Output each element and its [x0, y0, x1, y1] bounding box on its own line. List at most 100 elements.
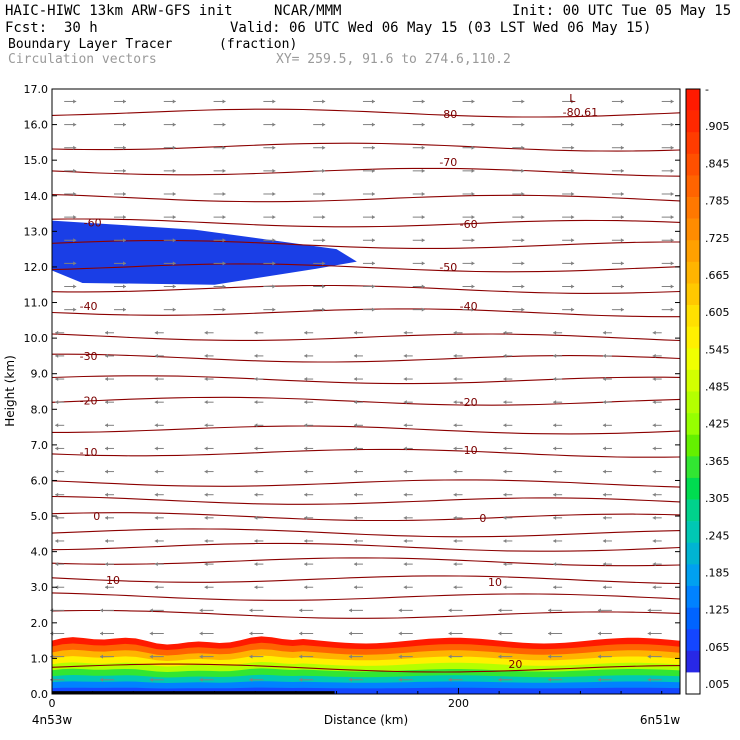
- vector-head: [304, 446, 308, 451]
- vector-head: [453, 446, 457, 451]
- vector-head: [304, 492, 308, 497]
- vector-head: [172, 261, 176, 266]
- vector-head: [453, 423, 457, 428]
- vector-head: [471, 238, 475, 243]
- vector-head: [371, 284, 375, 289]
- vector-head: [652, 377, 656, 382]
- vector-head: [503, 330, 507, 335]
- x-tick-label: 0: [49, 697, 56, 710]
- vector-head: [421, 284, 425, 289]
- vector-head: [73, 284, 77, 289]
- vector-head: [304, 469, 308, 474]
- vector-head: [222, 284, 226, 289]
- colorbar-label: .845: [705, 157, 730, 170]
- vector-head: [371, 191, 375, 196]
- vector-head: [652, 538, 656, 543]
- contour-line: [51, 542, 681, 552]
- vector-head: [453, 400, 457, 405]
- contour-label: -40: [80, 300, 98, 313]
- vector-head: [498, 677, 502, 682]
- vector-head: [204, 400, 208, 405]
- vector-head: [371, 215, 375, 220]
- x-right-endpoint: 6n51w: [640, 713, 681, 727]
- contour-label: -60: [460, 218, 478, 231]
- vector-head: [272, 284, 276, 289]
- vector-head: [55, 562, 59, 567]
- vector-head: [154, 400, 158, 405]
- vector-head: [55, 515, 59, 520]
- vector-head: [521, 284, 525, 289]
- vector-head: [272, 168, 276, 173]
- forecast-label: Fcst:: [5, 20, 48, 36]
- vector-head: [398, 677, 402, 682]
- vectors-label: Circulation vectors: [8, 52, 157, 67]
- contour-labels: -80 -80.61L -70 -60 -60 -50 -40 -40 -30 -20 -20 -10…: [80, 92, 599, 671]
- vector-head: [204, 538, 208, 543]
- vector-head: [172, 238, 176, 243]
- vector-head: [348, 654, 352, 659]
- vector-head: [222, 261, 226, 266]
- y-tick-label: 5.0: [31, 510, 49, 523]
- field-name: Boundary Layer Tracer: [8, 37, 173, 52]
- vector-head: [104, 446, 108, 451]
- contour-label: -20: [80, 394, 98, 407]
- vector-head: [521, 145, 525, 150]
- vector-head: [453, 585, 457, 590]
- vector-head: [453, 469, 457, 474]
- y-tick-label: 7.0: [31, 439, 49, 452]
- vector-head: [453, 377, 457, 382]
- vector-head: [453, 353, 457, 358]
- vector-head: [602, 423, 606, 428]
- vector-head: [521, 191, 525, 196]
- vector-head: [55, 469, 59, 474]
- vector-head: [254, 377, 258, 382]
- vector-head: [620, 215, 624, 220]
- vector-head: [597, 608, 601, 613]
- y-tick-label: 17.0: [24, 83, 49, 96]
- colorbar-label: .005: [705, 678, 730, 691]
- vector-head: [272, 238, 276, 243]
- contour-label: -10: [80, 446, 98, 459]
- vector-head: [154, 353, 158, 358]
- vector-head: [670, 307, 674, 312]
- contour-line: [51, 609, 681, 619]
- vector-head: [448, 631, 452, 636]
- vector-head: [421, 145, 425, 150]
- y-tick-label: 11.0: [24, 297, 49, 310]
- vector-head: [154, 377, 158, 382]
- vector-head: [249, 677, 253, 682]
- vector-head: [154, 469, 158, 474]
- colorbar-cell: [686, 132, 700, 155]
- vector-head: [602, 585, 606, 590]
- vector-head: [154, 423, 158, 428]
- y-tick-label: 15.0: [24, 154, 49, 167]
- vector-head: [204, 562, 208, 567]
- vector-head: [254, 330, 258, 335]
- vector-head: [571, 122, 575, 127]
- vector-head: [571, 215, 575, 220]
- vector-head: [254, 492, 258, 497]
- contour-label: -60: [84, 216, 102, 229]
- vector-head: [353, 515, 357, 520]
- colorbar-label: -: [705, 83, 709, 96]
- init-time: Init: 00 UTC Tue 05 May 15: [512, 3, 732, 19]
- tracer-fill-layer: [52, 220, 680, 694]
- vector-head: [503, 562, 507, 567]
- y-tick-label: 10.0: [24, 332, 49, 345]
- vector-head: [620, 261, 624, 266]
- vector-head: [602, 562, 606, 567]
- vector-head: [647, 654, 651, 659]
- vector-head: [553, 423, 557, 428]
- vector-head: [73, 261, 77, 266]
- y-tick-label: 12.0: [24, 261, 49, 274]
- vector-head: [647, 631, 651, 636]
- y-tick-label: 9.0: [31, 368, 49, 381]
- vector-head: [553, 585, 557, 590]
- vector-head: [453, 330, 457, 335]
- vector-head: [199, 608, 203, 613]
- contour-label: -10: [460, 444, 478, 457]
- vector-head: [204, 469, 208, 474]
- colorbar-label: .365: [705, 455, 730, 468]
- vector-head: [503, 400, 507, 405]
- vector-head: [304, 377, 308, 382]
